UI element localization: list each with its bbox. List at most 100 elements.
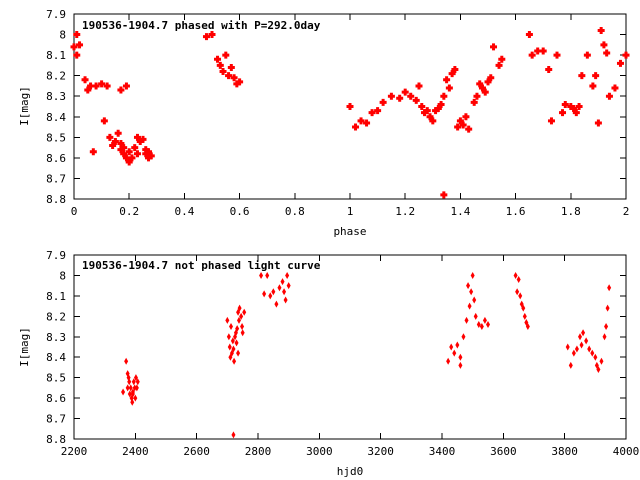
phased-plot-data-point — [473, 92, 481, 100]
phased-plot-data-point — [567, 103, 575, 110]
unphased-plot-data-point — [277, 284, 282, 292]
phased-plot-data-point — [222, 51, 230, 59]
phased-plot-data-point — [553, 51, 561, 59]
unphased-plot-y-tick-label: 8.7 — [46, 413, 66, 426]
phased-plot-data-point — [622, 51, 630, 59]
unphased-plot-data-point — [602, 333, 607, 341]
unphased-plot-title: 190536-1904.7 not phased light curve — [82, 259, 321, 272]
phased-plot-data-point — [227, 63, 235, 71]
unphased-plot-data-point — [231, 345, 236, 353]
phased-plot-data-point — [352, 123, 360, 131]
phased-plot-data-point — [498, 55, 506, 63]
phased-plot-y-tick-label: 8.4 — [46, 111, 66, 124]
unphased-plot-data-point — [232, 357, 237, 365]
phased-plot-data-point — [534, 47, 542, 55]
phased-plot-data-point — [117, 140, 125, 147]
unphased-plot-y-tick-label: 8.6 — [46, 392, 66, 405]
phased-plot-data-point — [122, 82, 130, 90]
unphased-plot-data-point — [449, 343, 454, 351]
phased-plot-data-point — [459, 121, 467, 129]
unphased-plot-data-point — [461, 333, 466, 341]
phased-plot-data-point — [421, 109, 429, 117]
phased-plot-data-point — [98, 80, 106, 88]
unphased-plot-data-point — [518, 292, 523, 300]
phased-plot-data-point — [451, 66, 459, 73]
phased-plot-data-point — [429, 117, 437, 125]
phased-plot-data-point — [594, 119, 602, 127]
phased-plot-x-tick-label: 0.8 — [285, 205, 305, 218]
unphased-plot-x-tick-label: 2400 — [122, 445, 149, 458]
unphased-plot-y-tick-label: 7.9 — [46, 249, 66, 262]
phased-plot-data-point — [561, 100, 569, 108]
phased-plot-data-point — [114, 129, 122, 137]
phased-plot-data-point — [219, 68, 227, 76]
unphased-plot-data-point — [581, 329, 586, 337]
phased-plot-data-point — [418, 103, 426, 110]
phased-plot-data-point — [462, 113, 470, 121]
phased-plot-data-point — [487, 74, 495, 82]
unphased-plot-data-point — [469, 288, 474, 296]
unphased-plot-data-point — [236, 349, 241, 357]
phased-plot-data-point — [559, 109, 567, 117]
unphased-plot-data-point — [237, 304, 242, 312]
phased-plot-data-point — [423, 107, 431, 115]
phased-plot-ylabel: I[mag] — [18, 86, 31, 126]
phased-plot-data-point — [575, 103, 583, 110]
phased-plot-data-point — [145, 154, 153, 162]
unphased-plot-x-tick-label: 3800 — [551, 445, 578, 458]
phased-plot-ticks: 0 0.2 0.4 0.6 0.8 1 1.2 1.4 1.6 1.8 2 7.9 8 8.1 8.2 8.3… — [46, 8, 629, 218]
unphased-plot-data-point — [516, 276, 521, 284]
unphased-plot-data-point — [482, 316, 487, 324]
phased-plot-data-point — [139, 135, 147, 143]
unphased-plot-data-point — [579, 341, 584, 349]
phased-plot-x-tick-label: 1.4 — [450, 205, 470, 218]
unphased-plot-data-point — [464, 316, 469, 324]
unphased-plot-x-tick-label: 3000 — [306, 445, 333, 458]
phased-plot-data-point — [368, 109, 376, 117]
unphased-plot-data-point — [125, 370, 130, 378]
phased-plot-y-tick-label: 8.8 — [46, 193, 66, 206]
unphased-plot-x-tick-label: 3200 — [367, 445, 394, 458]
phased-plot-data-point — [578, 72, 586, 80]
unphased-plot-data-point — [455, 341, 460, 349]
unphased-plot-data-point — [271, 288, 276, 296]
unphased-plot-data-point — [467, 302, 472, 310]
phased-plot: 190536-1904.7 phased with P=292.0day pha… — [18, 8, 630, 238]
phased-plot-data-point — [572, 109, 580, 117]
phased-plot-data-point — [456, 117, 464, 125]
unphased-plot-data-point — [604, 323, 609, 331]
phased-plot-y-tick-label: 8.7 — [46, 172, 66, 185]
phased-plot-data-point — [415, 82, 423, 90]
unphased-plot-data-point — [225, 316, 230, 324]
unphased-plot-data-point — [230, 337, 235, 345]
unphased-plot-data-point — [265, 271, 270, 279]
phased-plot-data-point — [117, 146, 125, 154]
unphased-plot-data-point — [283, 296, 288, 304]
unphased-plot-data-point — [466, 282, 471, 290]
phased-plot-data-point — [357, 117, 365, 125]
phased-plot-data-point — [412, 96, 420, 104]
phased-plot-data-point — [133, 150, 141, 158]
unphased-plot-x-tick-label: 2200 — [61, 445, 88, 458]
phased-plot-data-point — [208, 31, 216, 39]
unphased-plot-data-point — [121, 388, 126, 396]
unphased-plot-y-tick-label: 8 — [59, 269, 66, 282]
phased-plot-data-point — [470, 98, 478, 106]
unphased-plot-x-tick-label: 3400 — [429, 445, 456, 458]
phased-plot-data-point — [142, 146, 150, 154]
unphased-plot-data-point — [282, 288, 287, 296]
unphased-plot-y-tick-label: 8.3 — [46, 331, 66, 344]
phased-plot-data-point — [133, 133, 141, 141]
phased-plot-data-point — [484, 78, 492, 86]
unphased-plot-data-point — [574, 345, 579, 353]
phased-plot-data-point — [448, 70, 456, 78]
unphased-plot-data-point — [593, 353, 598, 361]
unphased-plot-data-point — [227, 343, 232, 351]
unphased-plot-y-tick-label: 8.8 — [46, 433, 66, 446]
phased-plot-data-point — [545, 66, 553, 73]
phased-plot-x-tick-label: 0.2 — [119, 205, 139, 218]
unphased-plot-data-point — [599, 357, 604, 365]
phased-plot-y-tick-label: 8.6 — [46, 152, 66, 165]
phased-plot-data-point — [128, 154, 136, 162]
unphased-plot-points — [121, 271, 612, 439]
